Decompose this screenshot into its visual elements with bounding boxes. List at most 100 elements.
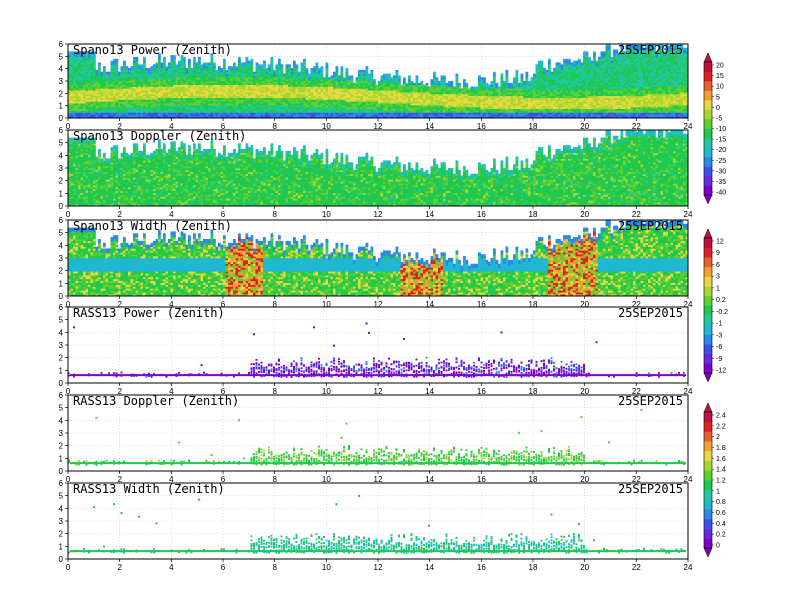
heat-cell [73, 79, 76, 82]
heat-cell [340, 92, 344, 95]
heat-cell [535, 108, 539, 111]
heat-cell [433, 84, 436, 87]
heat-cell [493, 99, 496, 102]
heat-cell [315, 95, 319, 98]
heat-cell [75, 106, 79, 110]
heat-cell [368, 99, 371, 102]
heat-cell [445, 99, 449, 102]
heat-cell [120, 73, 124, 76]
heat-cell [223, 81, 226, 84]
heat-cell [198, 77, 201, 80]
heat-cell [460, 92, 464, 95]
heat-cell [165, 101, 169, 104]
heat-cell [88, 56, 91, 60]
heat-cell [93, 101, 96, 104]
heat-cell [185, 95, 189, 98]
heat-cell [363, 114, 366, 117]
heat-cell [278, 62, 281, 65]
heat-cell [123, 86, 126, 89]
heat-cell [90, 97, 94, 100]
heat-cell [468, 105, 471, 108]
heat-cell [380, 88, 384, 91]
heat-cell [280, 101, 284, 104]
heat-cell [263, 99, 266, 102]
heat-cell [438, 84, 441, 87]
heat-cell [123, 114, 126, 117]
heat-cell [488, 103, 491, 106]
heat-cell [488, 84, 491, 87]
heat-cell [103, 77, 106, 80]
heat-cell [188, 60, 191, 63]
heat-cell [203, 71, 206, 74]
heat-cell [458, 108, 461, 111]
heat-cell [390, 88, 394, 91]
heat-cell [115, 81, 119, 84]
heat-cell [273, 106, 276, 110]
heat-cell [520, 99, 524, 102]
heat-cell [323, 108, 326, 111]
heat-cell [233, 79, 236, 82]
heat-cell [538, 79, 541, 82]
heat-cell [340, 71, 344, 74]
heat-cell [238, 99, 241, 102]
heat-cell [520, 106, 524, 110]
heat-cell [120, 114, 124, 117]
heat-cell [300, 106, 304, 110]
heat-cell [140, 112, 144, 115]
heat-cell [118, 108, 121, 111]
heat-cell [198, 60, 201, 63]
heat-cell [510, 97, 514, 100]
heat-cell [280, 106, 284, 110]
heat-cell [128, 75, 131, 78]
heat-cell [183, 82, 186, 85]
heat-cell [468, 108, 471, 111]
heat-cell [288, 68, 291, 71]
heat-cell [338, 116, 341, 119]
heat-cell [130, 88, 134, 91]
heat-cell [85, 66, 89, 69]
heat-cell [298, 114, 301, 117]
heat-cell [400, 88, 404, 91]
heat-cell [213, 79, 216, 82]
heat-cell [178, 75, 181, 78]
heat-cell [385, 114, 389, 117]
heat-cell [338, 106, 341, 110]
heat-cell [343, 84, 346, 87]
heat-cell [218, 92, 221, 95]
heat-cell [515, 77, 519, 80]
heat-cell [533, 77, 536, 80]
heat-cell [108, 84, 111, 87]
heat-cell [335, 66, 339, 69]
heat-cell [503, 81, 506, 84]
heat-cell [450, 92, 454, 95]
heat-cell [350, 82, 354, 85]
heat-cell [428, 112, 431, 115]
heat-cell [183, 88, 186, 91]
heat-cell [538, 88, 541, 91]
heat-cell [73, 86, 76, 89]
heat-cell [78, 103, 81, 106]
heat-cell [510, 92, 514, 95]
heat-cell [390, 106, 394, 110]
heat-cell [223, 110, 226, 113]
heat-cell [185, 93, 189, 97]
heat-cell [425, 90, 429, 93]
heat-cell [305, 112, 309, 115]
heat-cell [325, 90, 329, 93]
heat-cell [140, 79, 144, 82]
heat-cell [78, 95, 81, 98]
heat-cell [278, 84, 281, 87]
heat-cell [283, 116, 286, 119]
heat-cell [303, 114, 306, 117]
heat-cell [245, 58, 249, 61]
heat-cell [300, 88, 304, 91]
heat-cell [478, 112, 481, 115]
heat-cell [298, 75, 301, 78]
heat-cell [163, 66, 166, 69]
heat-cell [85, 55, 89, 58]
heat-cell [495, 95, 499, 98]
heat-cell [265, 79, 269, 82]
heat-cell [408, 116, 411, 119]
heat-cell [240, 84, 244, 87]
heat-cell [333, 88, 336, 91]
